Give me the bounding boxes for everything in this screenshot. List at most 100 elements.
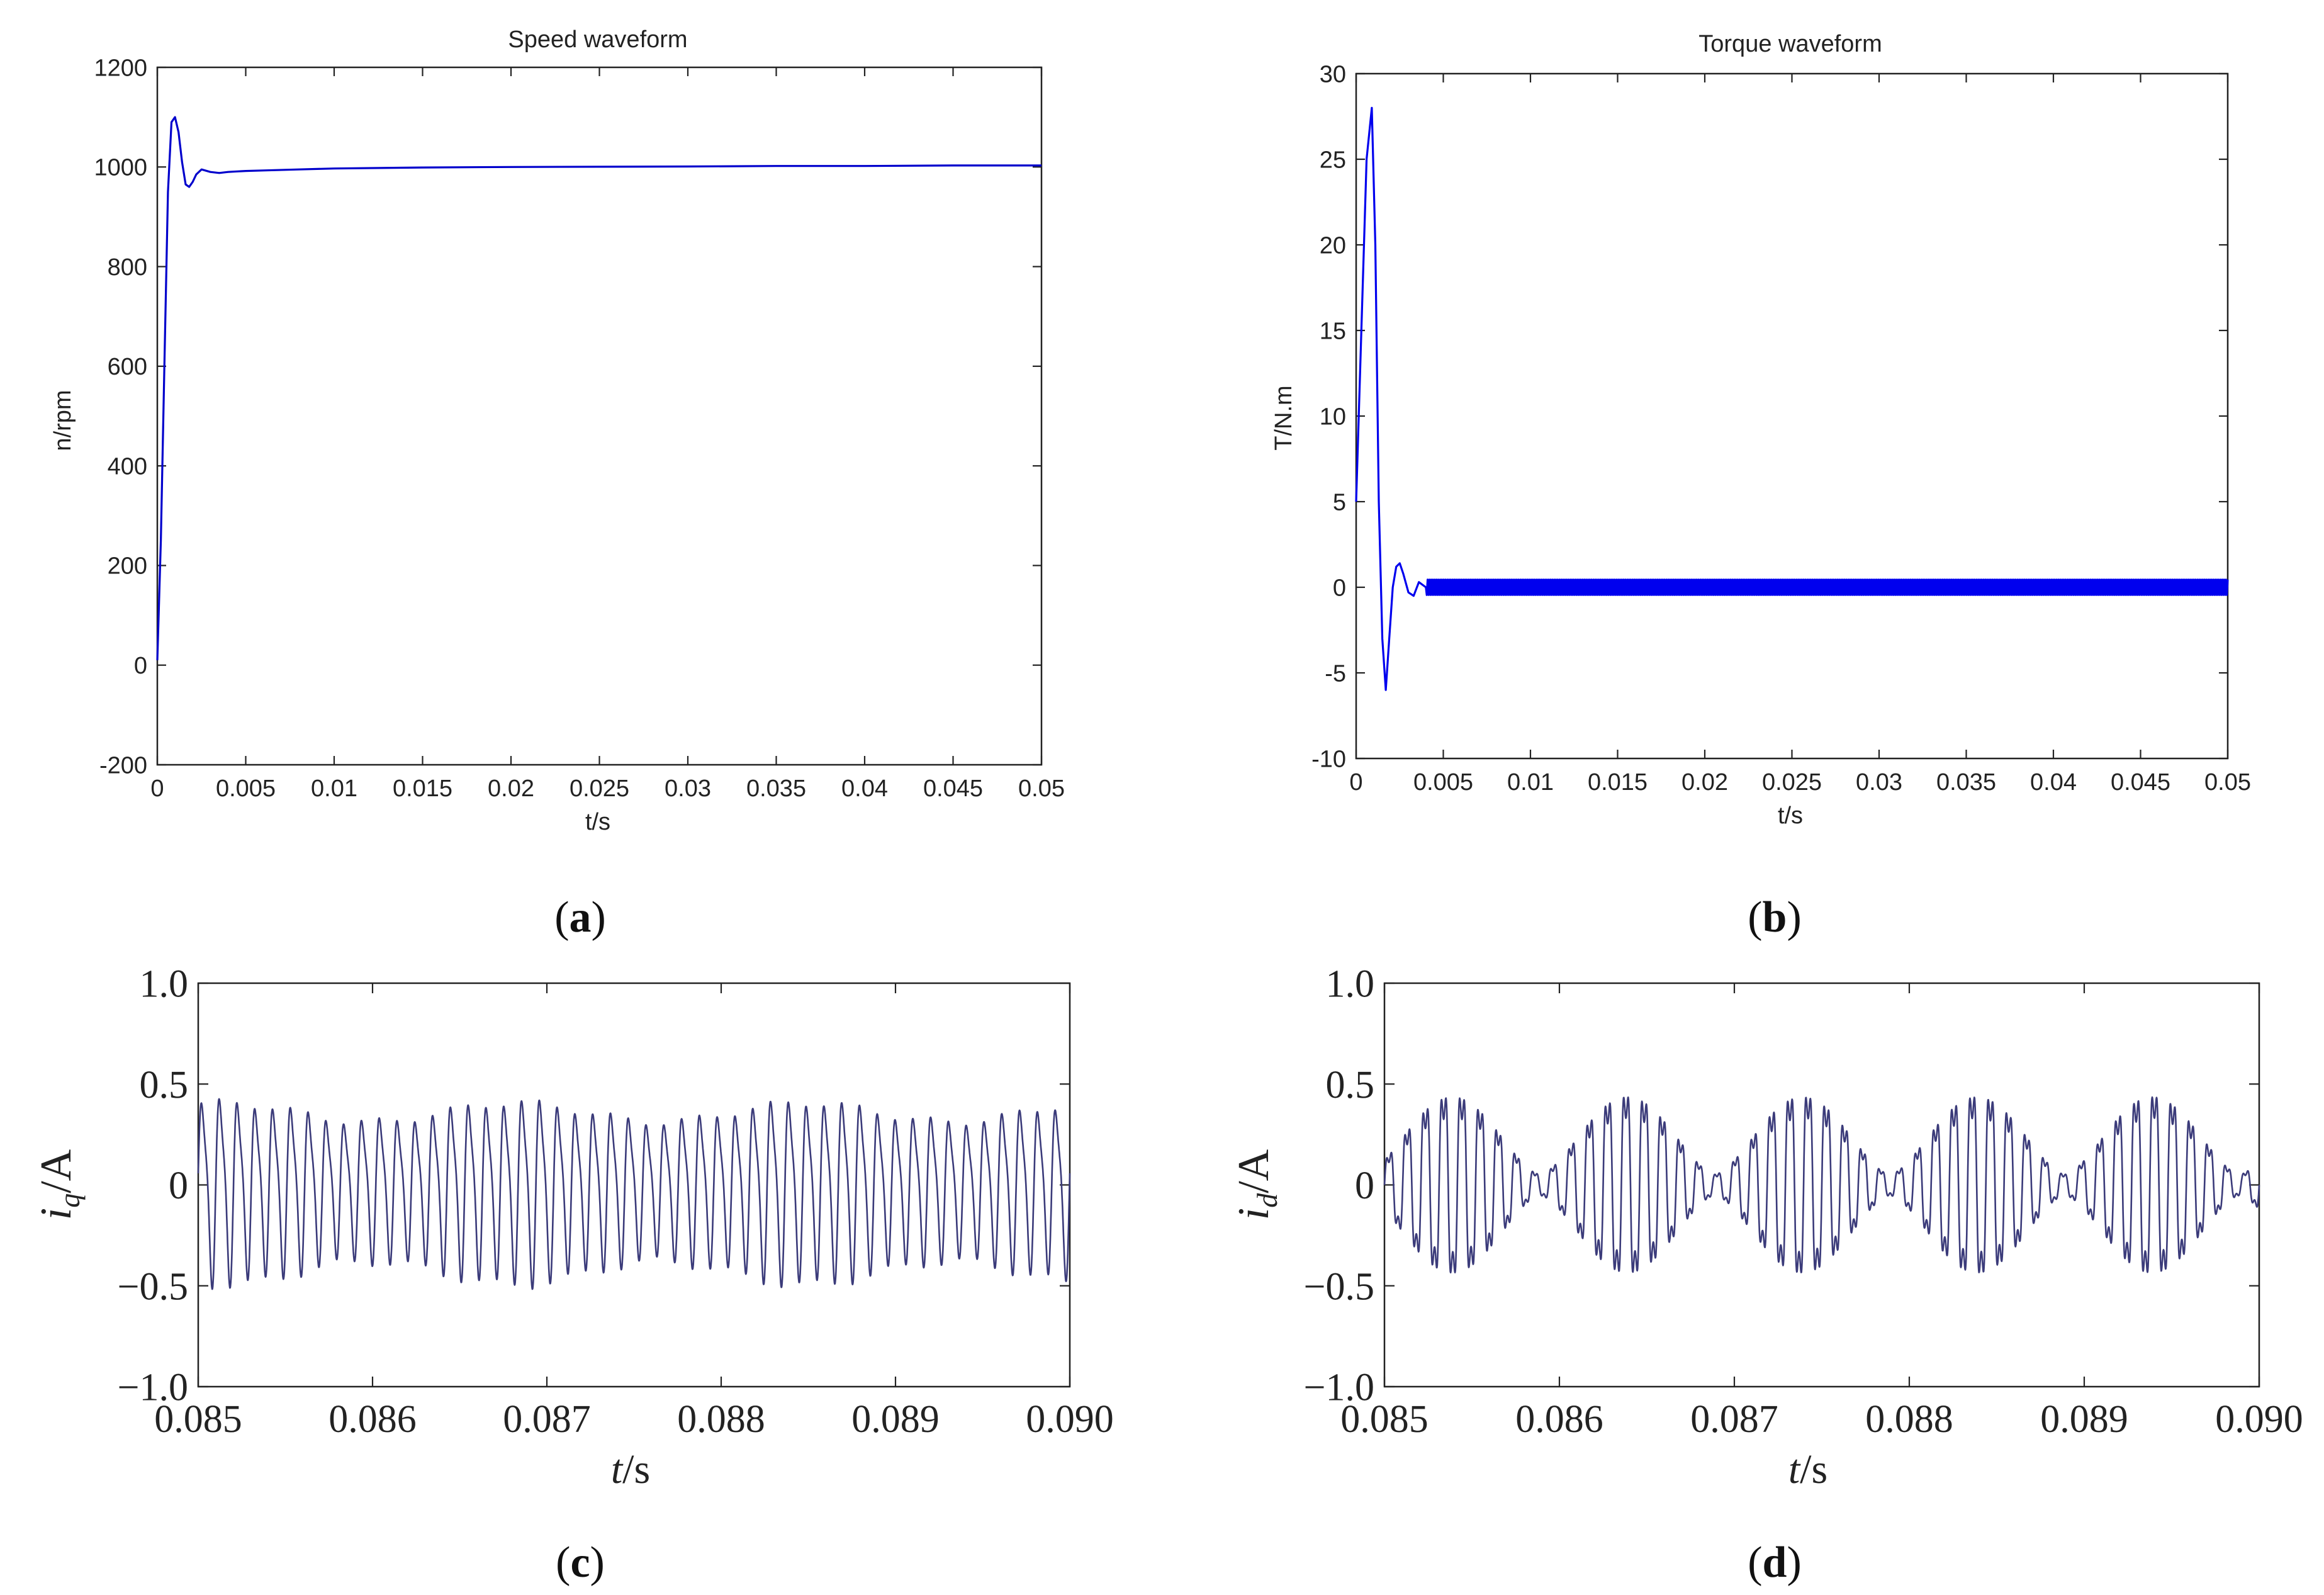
y-tick-label: 25	[1320, 147, 1346, 173]
y-tick-label: 15	[1320, 318, 1346, 344]
panel-label-b: (b)	[1748, 893, 1802, 942]
x-tick-label: 0.088	[1865, 1398, 1953, 1441]
speed-chart-ylabel: n/rpm	[50, 390, 76, 451]
plot-area-a	[156, 66, 1043, 766]
id-chart-xlabel: t/s	[1788, 1446, 1827, 1492]
y-tick-label: -5	[1325, 660, 1346, 687]
panel-label-b-letter: b	[1763, 893, 1787, 942]
x-tick-label: 0.02	[488, 775, 534, 802]
x-tick-label: 0.05	[1018, 775, 1065, 802]
panel-label-d-letter: d	[1763, 1538, 1787, 1587]
x-tick-label: 0.085	[154, 1398, 242, 1441]
y-tick-label: 1000	[94, 155, 147, 181]
y-tick-label: 0.5	[140, 1064, 189, 1107]
id-chart-ylabel-var: i	[1230, 1208, 1278, 1220]
y-tick-label: 200	[108, 553, 147, 580]
id-chart-xlabel-var: t	[1788, 1446, 1801, 1492]
series-line-c	[197, 1098, 1071, 1290]
panel-label-d: (d)	[1748, 1538, 1802, 1587]
id-chart: t/s id/A (d) 0.085 0.086 0.087 0.088 0.089 0.…	[1230, 963, 2303, 1587]
y-tick-label: 0	[169, 1164, 188, 1207]
y-tick-label: 0	[1333, 575, 1346, 601]
series-line-b	[1355, 106, 2229, 691]
x-tick-label: 0.04	[2030, 769, 2077, 796]
panel-label-c-letter: c	[570, 1538, 590, 1587]
y-tick-label: 0.5	[1326, 1064, 1375, 1107]
speed-chart-xlabel: t/s	[585, 809, 610, 835]
panel-label-c: (c)	[556, 1538, 605, 1587]
speed-chart-title: Speed waveform	[508, 26, 687, 53]
panel-label-a-letter: a	[570, 893, 592, 942]
x-tick-label: 0.089	[2040, 1398, 2128, 1441]
x-tick-label: 0.085	[1340, 1398, 1429, 1441]
x-tick-label: 0.035	[1936, 769, 1996, 796]
torque-chart-xlabel: t/s	[1778, 803, 1803, 829]
y-tick-label: −1.0	[118, 1367, 188, 1409]
y-tick-label: −0.5	[1304, 1265, 1374, 1308]
x-tick-label: 0.025	[1762, 769, 1822, 796]
iq-chart: t/s iq/A (c) 0.085 0.086 0.087 0.088 0.089 0.…	[32, 963, 1114, 1587]
x-tick-label: 0.090	[1026, 1398, 1114, 1441]
y-tick-label: 600	[108, 354, 147, 380]
x-tick-label: 0.015	[393, 775, 452, 802]
id-chart-xlabel-unit: /s	[1800, 1446, 1827, 1492]
y-tick-label: 10	[1320, 403, 1346, 430]
x-tick-label: 0.090	[2215, 1398, 2303, 1441]
iq-chart-ylabel-var: i	[32, 1208, 81, 1220]
y-tick-label: 30	[1320, 61, 1346, 87]
y-tick-label: 800	[108, 254, 147, 281]
panel-label-a: (a)	[554, 893, 606, 942]
iq-chart-xlabel-var: t	[611, 1446, 624, 1492]
x-tick-label: 0.005	[216, 775, 276, 802]
x-tick-label: 0.03	[1856, 769, 1902, 796]
x-tick-label: 0.01	[1507, 769, 1554, 796]
x-tick-label: 0.045	[923, 775, 983, 802]
x-tick-label: 0.087	[1690, 1398, 1778, 1441]
torque-chart-ylabel: T/N.m	[1271, 385, 1297, 450]
series-line-d	[1383, 1096, 2260, 1274]
plot-area-b	[1355, 72, 2229, 760]
x-tick-label: 0.089	[851, 1398, 940, 1441]
iq-chart-xlabel: t/s	[611, 1446, 650, 1492]
y-tick-label: −0.5	[118, 1265, 188, 1308]
y-tick-label: 0	[1355, 1164, 1374, 1207]
y-tick-label: -200	[99, 752, 147, 779]
series-line-a	[156, 116, 1041, 660]
x-tick-label: 0.05	[2204, 769, 2251, 796]
y-tick-label: 1.0	[140, 963, 189, 1006]
id-chart-ylabel-sub: d	[1251, 1193, 1283, 1208]
id-chart-ylabel-unit: /A	[1230, 1149, 1278, 1193]
iq-chart-ylabel-sub: q	[53, 1193, 86, 1208]
y-tick-label: 0	[134, 653, 147, 679]
y-tick-label: 5	[1333, 489, 1346, 516]
x-tick-label: 0.088	[677, 1398, 765, 1441]
iq-chart-ylabel: iq/A	[32, 1149, 86, 1220]
id-chart-ylabel: id/A	[1230, 1149, 1283, 1220]
x-tick-label: 0	[150, 775, 164, 802]
x-tick-label: 0.086	[328, 1398, 417, 1441]
speed-chart: Speed waveform t/s n/rpm (a) 0 0.005 0.01 0…	[50, 26, 1065, 942]
x-tick-label: 0.015	[1588, 769, 1648, 796]
y-tick-label: -10	[1311, 746, 1346, 772]
x-tick-label: 0.01	[311, 775, 357, 802]
iq-chart-ylabel-unit: /A	[32, 1149, 81, 1193]
x-tick-label: 0.086	[1515, 1398, 1603, 1441]
x-tick-label: 0.03	[665, 775, 711, 802]
x-tick-label: 0.04	[841, 775, 888, 802]
x-tick-label: 0	[1349, 769, 1362, 796]
y-tick-label: 400	[108, 453, 147, 480]
y-tick-label: −1.0	[1304, 1367, 1374, 1409]
x-tick-label: 0.087	[503, 1398, 591, 1441]
y-tick-label: 1.0	[1326, 963, 1375, 1006]
torque-chart-title: Torque waveform	[1698, 31, 1882, 57]
y-tick-label: 1200	[94, 55, 147, 81]
x-tick-label: 0.045	[2111, 769, 2170, 796]
x-tick-label: 0.025	[570, 775, 629, 802]
iq-chart-xlabel-unit: /s	[622, 1446, 650, 1492]
x-tick-label: 0.005	[1413, 769, 1473, 796]
x-tick-label: 0.02	[1681, 769, 1728, 796]
torque-chart: Torque waveform t/s T/N.m (b) 0 0.005 0.01…	[1271, 31, 2251, 942]
y-tick-label: 20	[1320, 232, 1346, 259]
x-tick-label: 0.035	[746, 775, 806, 802]
